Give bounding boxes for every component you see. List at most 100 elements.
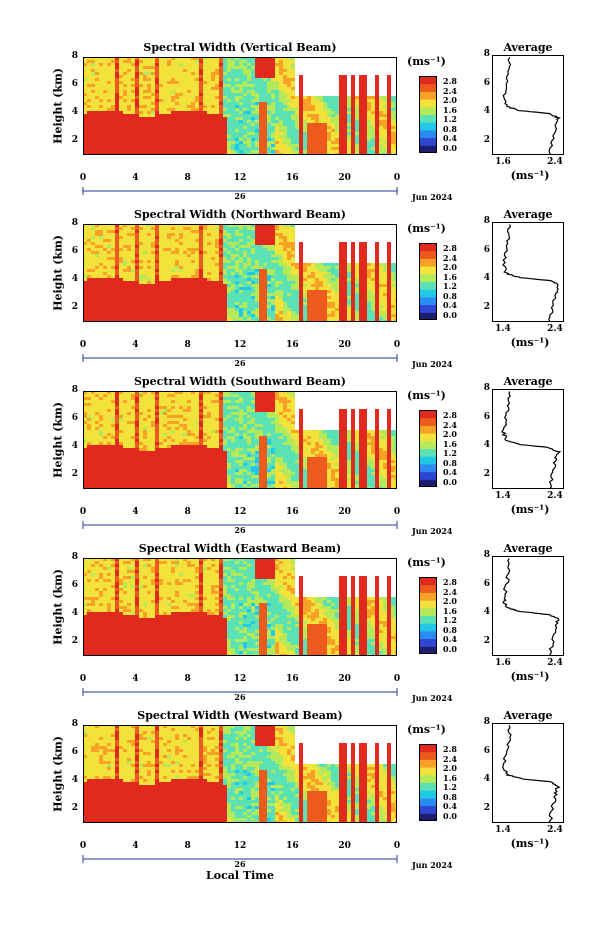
heatmap-cell xyxy=(287,266,291,269)
heatmap-cell xyxy=(327,135,331,138)
heatmap-cell xyxy=(243,69,247,72)
heatmap-cell xyxy=(267,224,271,227)
heatmap-cell xyxy=(195,114,199,117)
heatmap-cell xyxy=(143,108,147,111)
heatmap-cell xyxy=(259,135,263,138)
heatmap-cell xyxy=(299,311,303,314)
heatmap-cell xyxy=(163,272,167,275)
heatmap-cell xyxy=(103,451,107,454)
heatmap-cell xyxy=(247,99,251,102)
heatmap-cell xyxy=(147,233,151,236)
heatmap-cell xyxy=(247,305,251,308)
heatmap-cell xyxy=(207,96,211,99)
heatmap-cell xyxy=(151,230,155,233)
heatmap-cell xyxy=(155,299,159,302)
heatmap-cell xyxy=(199,93,203,96)
heatmap-cell xyxy=(119,126,123,129)
heatmap-cell xyxy=(327,302,331,305)
heatmap-cell xyxy=(91,302,95,305)
heatmap-cell xyxy=(275,290,279,293)
heatmap-cell xyxy=(347,290,351,293)
heatmap-cell xyxy=(123,299,127,302)
heatmap-cell xyxy=(111,239,115,242)
heatmap-cell xyxy=(315,281,319,284)
heatmap-cell xyxy=(363,260,367,263)
heatmap-cell xyxy=(95,454,99,457)
heatmap-cell xyxy=(159,275,163,278)
heatmap-cell xyxy=(391,296,395,299)
heatmap-cell xyxy=(283,120,287,123)
heatmap-cell xyxy=(235,135,239,138)
heatmap-cell xyxy=(391,96,395,99)
heatmap-cell xyxy=(243,305,247,308)
heatmap-cell xyxy=(279,260,283,263)
heatmap-cell xyxy=(295,272,299,275)
heatmap-cell xyxy=(339,120,343,123)
heatmap-cell xyxy=(387,311,391,314)
heatmap-cell xyxy=(299,138,303,141)
heatmap-cell xyxy=(107,236,111,239)
heatmap-cell xyxy=(371,296,375,299)
heatmap-cell xyxy=(179,242,183,245)
heatmap-cell xyxy=(391,108,395,111)
heatmap-cell xyxy=(291,308,295,311)
heatmap-cell xyxy=(207,299,211,302)
heatmap-cell xyxy=(123,63,127,66)
heatmap-cell xyxy=(255,224,259,227)
heatmap-cell xyxy=(159,263,163,266)
heatmap-cell xyxy=(183,260,187,263)
heatmap-cell xyxy=(223,78,227,81)
heatmap-cell xyxy=(239,263,243,266)
heatmap-cell xyxy=(227,132,231,135)
heatmap-cell xyxy=(163,269,167,272)
heatmap-cell xyxy=(255,138,259,141)
heatmap-cell xyxy=(95,120,99,123)
heatmap-cell xyxy=(367,308,371,311)
heatmap-cell xyxy=(147,287,151,290)
heatmap-cell xyxy=(319,144,323,147)
heatmap-cell xyxy=(231,242,235,245)
heatmap-cell xyxy=(203,120,207,123)
heatmap-cell xyxy=(355,311,359,314)
heatmap-cell xyxy=(127,60,131,63)
heatmap-cell xyxy=(139,81,143,84)
heatmap-cell xyxy=(279,102,283,105)
heatmap-cell xyxy=(111,266,115,269)
heatmap-cell xyxy=(335,114,339,117)
heatmap-cell xyxy=(139,281,143,284)
heatmap-cell xyxy=(191,102,195,105)
heatmap-cell xyxy=(239,227,243,230)
heatmap-cell xyxy=(283,135,287,138)
heatmap-cell xyxy=(103,75,107,78)
heatmap-cell xyxy=(151,132,155,135)
heatmap-cell xyxy=(283,242,287,245)
heatmap-cell xyxy=(103,102,107,105)
heatmap-cell xyxy=(211,311,215,314)
heatmap-cell xyxy=(291,135,295,138)
heatmap-cell xyxy=(119,144,123,147)
heatmap-cell xyxy=(375,308,379,311)
heatmap-cell xyxy=(187,278,191,281)
heatmap-cell xyxy=(275,239,279,242)
heatmap-cell xyxy=(131,60,135,63)
heatmap-cell xyxy=(191,236,195,239)
heatmap-cell xyxy=(91,448,95,451)
heatmap-cell xyxy=(99,84,103,87)
heatmap-cell xyxy=(175,272,179,275)
heatmap-cell xyxy=(315,129,319,132)
heatmap-cell xyxy=(87,230,91,233)
heatmap-cell xyxy=(219,305,223,308)
heatmap-cell xyxy=(355,147,359,150)
heatmap-cell xyxy=(127,87,131,90)
heatmap-cell xyxy=(287,311,291,314)
heatmap-cell xyxy=(259,254,263,257)
heatmap-cell xyxy=(83,269,87,272)
heatmap-cell xyxy=(323,114,327,117)
heatmap-cell xyxy=(331,141,335,144)
heatmap-cell xyxy=(215,281,219,284)
heatmap-cell xyxy=(287,75,291,78)
heatmap-cell xyxy=(307,102,311,105)
heatmap-cell xyxy=(387,114,391,117)
heatmap-cell xyxy=(127,102,131,105)
heatmap-cell xyxy=(139,75,143,78)
